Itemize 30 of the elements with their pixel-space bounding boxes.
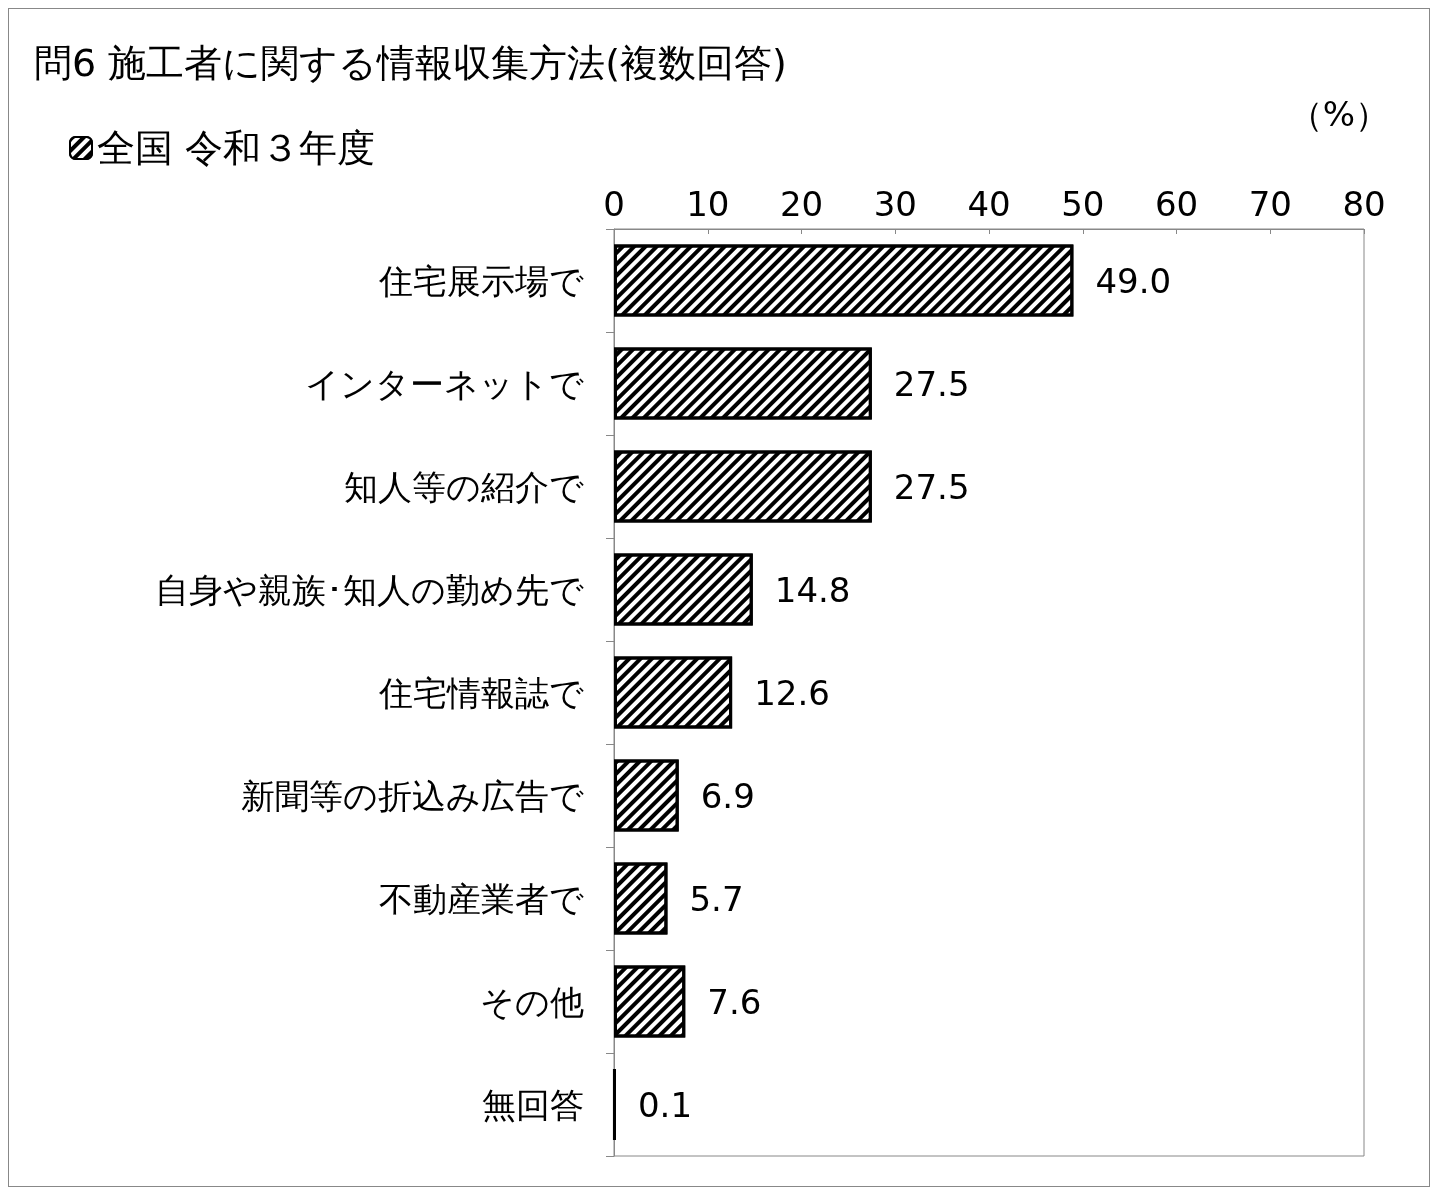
- data-label: 7.6: [707, 981, 762, 1022]
- x-tick-label: 40: [967, 184, 1011, 224]
- y-tick-label: 新聞等の折込み広告で: [241, 775, 584, 816]
- y-tick-label: 住宅情報誌で: [378, 672, 584, 713]
- legend-label: 全国 令和３年度: [97, 126, 376, 170]
- data-label: 49.0: [1095, 260, 1172, 301]
- x-tick-label: 30: [873, 184, 917, 224]
- y-tick-label: 住宅展示場で: [378, 260, 584, 301]
- y-tick-label: 不動産業者で: [379, 878, 584, 919]
- x-tick-label: 80: [1342, 184, 1386, 224]
- data-label: 5.7: [689, 878, 744, 919]
- x-tick-label: 10: [686, 184, 730, 224]
- data-label: 27.5: [893, 363, 970, 404]
- data-label: 27.5: [893, 466, 970, 507]
- y-tick-label: 自身や親族･知人の勤め先で: [155, 569, 584, 610]
- x-tick-label: 60: [1154, 184, 1199, 224]
- chart-title: 問6 施工者に関する情報収集方法(複数回答): [34, 41, 787, 85]
- x-tick-label: 50: [1061, 184, 1105, 224]
- y-tick-label: 知人等の紹介で: [344, 466, 584, 507]
- data-label: 0.1: [637, 1084, 693, 1125]
- data-label: 12.6: [754, 672, 830, 713]
- x-tick-label: 0: [603, 184, 625, 224]
- y-tick-label: インターネットで: [305, 363, 584, 404]
- y-tick-label: その他: [480, 981, 584, 1022]
- data-label: 14.8: [774, 569, 851, 610]
- data-label: 6.9: [700, 775, 755, 816]
- y-tick-label: 無回答: [482, 1084, 584, 1125]
- x-tick-label: 20: [779, 184, 824, 224]
- x-tick-label: 70: [1248, 184, 1292, 224]
- x-axis-title: （%）: [1288, 94, 1390, 134]
